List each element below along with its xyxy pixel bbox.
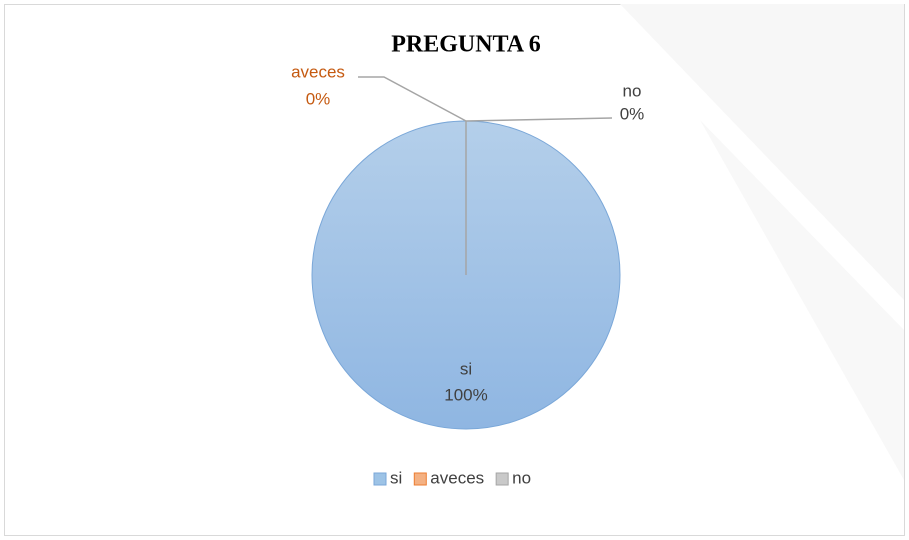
leader-line (465, 117, 613, 122)
chart-title: PREGUNTA 6 (391, 32, 541, 58)
data-label-name: aveces (291, 62, 345, 81)
data-label-value: 100% (444, 385, 487, 404)
legend-swatch (495, 472, 509, 486)
data-label-value: 0% (306, 89, 331, 108)
legend-label: si (390, 468, 402, 487)
legend-label: aveces (430, 468, 484, 487)
data-label-name: si (460, 359, 472, 378)
watermark (620, 4, 904, 300)
legend-swatch (413, 472, 427, 486)
data-label-name: no (623, 81, 642, 100)
legend-swatch (373, 472, 387, 486)
leader-line (358, 76, 467, 122)
watermark (700, 120, 904, 480)
legend-label: no (512, 468, 531, 487)
data-label-value: 0% (620, 104, 645, 123)
